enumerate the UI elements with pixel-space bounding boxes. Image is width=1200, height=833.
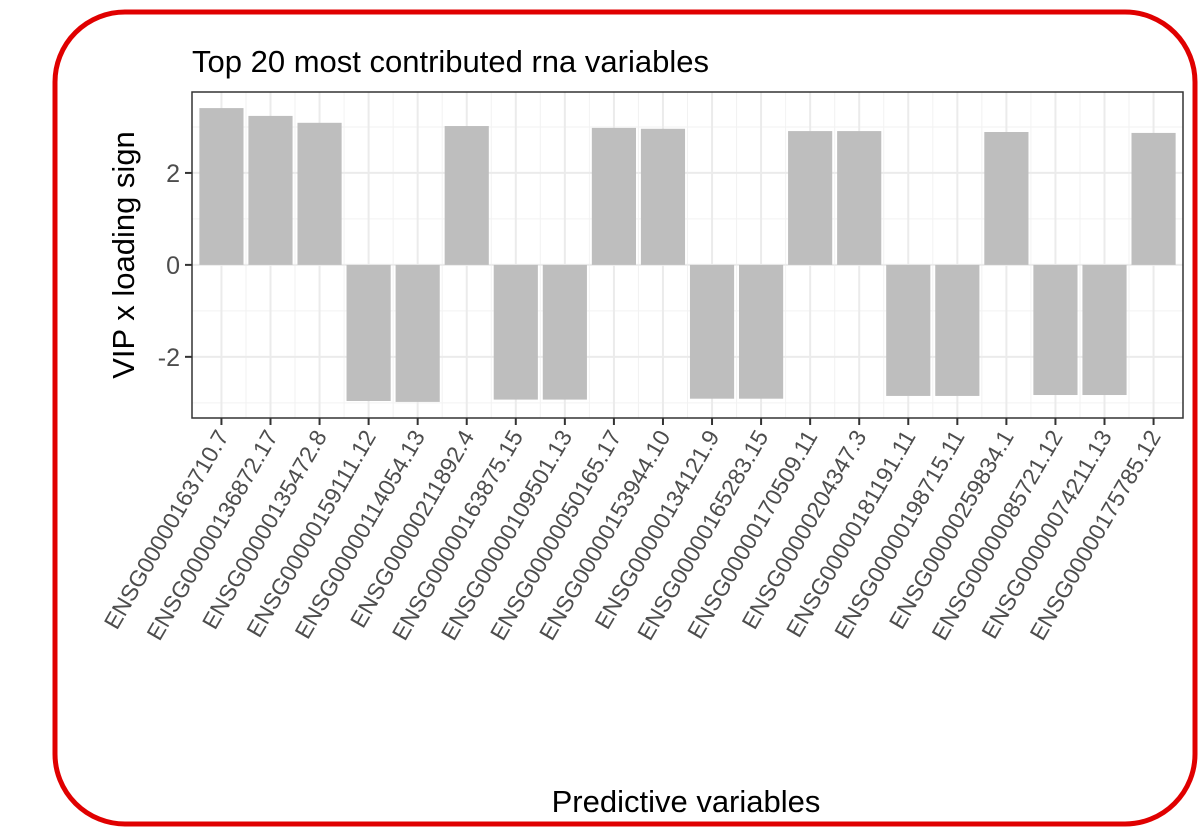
bar <box>444 126 489 265</box>
bar <box>395 264 440 402</box>
frame <box>52 9 1198 827</box>
y-tick-label: 2 <box>166 160 180 188</box>
bar <box>542 264 587 400</box>
bar <box>739 264 784 399</box>
bar <box>591 127 636 265</box>
bar <box>297 122 342 265</box>
bar <box>248 115 293 265</box>
y-axis-title: VIP x loading sign <box>106 131 141 379</box>
bar <box>1033 264 1078 396</box>
bar <box>837 131 882 265</box>
bar <box>1082 264 1127 396</box>
bar <box>640 128 686 265</box>
bar <box>886 264 931 396</box>
plot-border <box>191 91 1184 419</box>
bar <box>493 264 538 400</box>
bar <box>788 131 833 265</box>
y-tick-label: -2 <box>158 344 180 372</box>
bar <box>689 264 735 399</box>
bar <box>346 264 391 401</box>
bar <box>984 132 1029 265</box>
x-axis-title: Predictive variables <box>552 784 821 819</box>
bar <box>1131 132 1176 265</box>
y-tick-label: 0 <box>166 252 180 280</box>
bar <box>935 264 980 396</box>
chart-title: Top 20 most contributed rna variables <box>192 44 709 79</box>
bar <box>199 108 244 265</box>
